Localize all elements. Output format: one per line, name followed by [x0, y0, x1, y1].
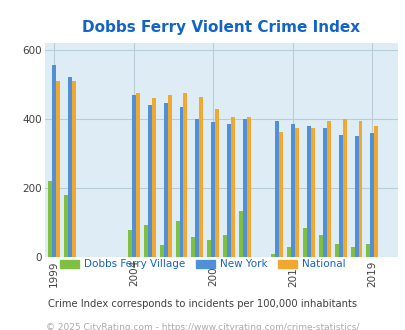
Bar — [167, 95, 171, 257]
Bar — [128, 230, 132, 257]
Bar — [159, 245, 163, 257]
Bar — [215, 109, 219, 257]
Bar — [199, 96, 203, 257]
Bar — [306, 126, 310, 257]
Bar — [342, 119, 346, 257]
Bar — [358, 121, 362, 257]
Title: Dobbs Ferry Violent Crime Index: Dobbs Ferry Violent Crime Index — [82, 20, 360, 35]
Bar — [179, 107, 183, 257]
Bar — [143, 224, 147, 257]
Bar — [151, 98, 155, 257]
Bar — [334, 244, 338, 257]
Bar — [350, 247, 354, 257]
Bar — [211, 122, 215, 257]
Bar — [294, 128, 298, 257]
Bar — [175, 221, 179, 257]
Bar — [183, 93, 187, 257]
Bar — [318, 235, 322, 257]
Bar — [227, 124, 230, 257]
Text: © 2025 CityRating.com - https://www.cityrating.com/crime-statistics/: © 2025 CityRating.com - https://www.city… — [46, 323, 359, 330]
Bar — [48, 181, 52, 257]
Bar — [223, 235, 227, 257]
Bar — [147, 105, 151, 257]
Bar — [243, 119, 247, 257]
Bar — [64, 195, 68, 257]
Bar — [247, 117, 250, 257]
Bar — [286, 247, 290, 257]
Bar — [135, 93, 139, 257]
Bar — [68, 78, 72, 257]
Legend: Dobbs Ferry Village, New York, National: Dobbs Ferry Village, New York, National — [56, 255, 349, 274]
Bar — [369, 133, 373, 257]
Bar — [191, 237, 195, 257]
Bar — [207, 240, 211, 257]
Text: Crime Index corresponds to incidents per 100,000 inhabitants: Crime Index corresponds to incidents per… — [48, 299, 357, 309]
Bar — [274, 121, 278, 257]
Bar — [338, 135, 342, 257]
Bar — [56, 81, 60, 257]
Bar — [239, 211, 243, 257]
Bar — [326, 121, 330, 257]
Bar — [52, 65, 56, 257]
Bar — [310, 128, 314, 257]
Bar — [322, 128, 326, 257]
Bar — [270, 254, 274, 257]
Bar — [373, 126, 377, 257]
Bar — [230, 117, 234, 257]
Bar — [290, 124, 294, 257]
Bar — [132, 95, 135, 257]
Bar — [302, 228, 306, 257]
Bar — [366, 244, 369, 257]
Bar — [72, 81, 76, 257]
Bar — [195, 119, 199, 257]
Bar — [163, 103, 167, 257]
Bar — [278, 132, 282, 257]
Bar — [354, 136, 358, 257]
